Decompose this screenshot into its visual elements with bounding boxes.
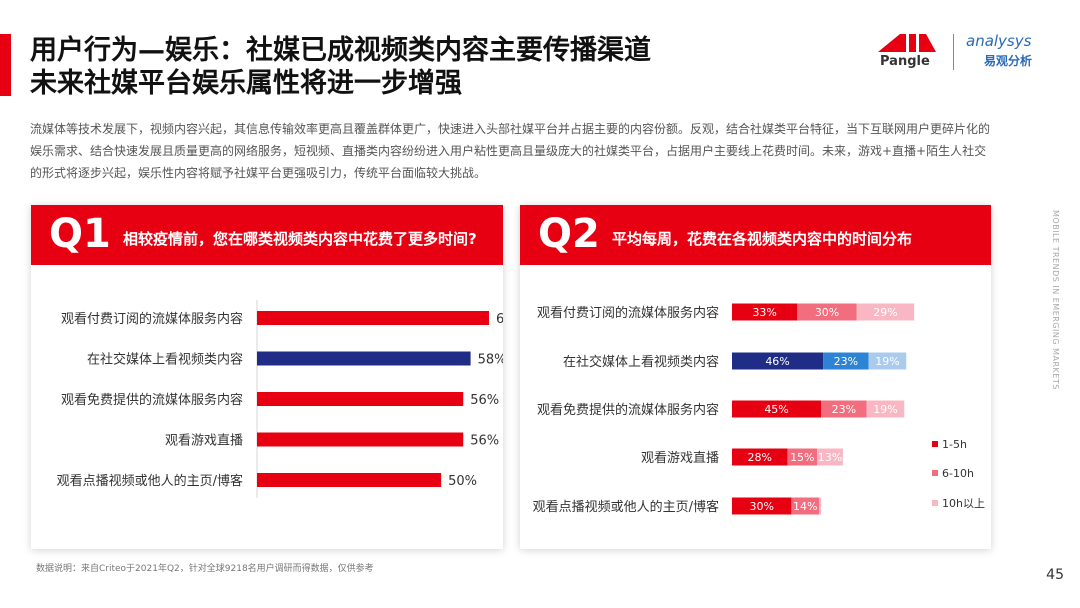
- q2-legend-label: 6-10h: [942, 467, 974, 480]
- q2-legend-swatch: [932, 470, 938, 476]
- q2-bar-segment: [787, 448, 818, 466]
- q2-legend-swatch: [932, 500, 938, 506]
- page-number: 45: [1046, 567, 1064, 583]
- q1-category-label: 观看点播视频或他人的主页/博客: [57, 473, 243, 489]
- q2-header: Q2 平均每周，花费在各视频类内容中的时间分布: [520, 205, 991, 265]
- q1-panel: Q1 相较疫情前，您在哪类视频类内容中花费了更多时间? 观看付费订阅的流媒体服务…: [31, 205, 503, 549]
- logo-area: Pangle analysys 易观分析: [874, 30, 1064, 74]
- q2-segment-label: 19%: [875, 355, 899, 368]
- pangle-logo-text: Pangle: [880, 54, 930, 69]
- q2-segment-label: 23%: [832, 403, 856, 416]
- q2-question: 平均每周，花费在各视频类内容中的时间分布: [612, 230, 913, 248]
- q1-value-label: 50%: [448, 474, 477, 489]
- q1-bar: [257, 351, 471, 366]
- q2-category-label: 观看游戏直播: [641, 450, 719, 466]
- q2-segment-label: 30%: [749, 500, 773, 513]
- analysys-logo: analysys 易观分析: [966, 32, 1064, 72]
- q2-legend-label: 1-5h: [942, 438, 967, 451]
- q1-value-label: 63%: [496, 312, 503, 327]
- q1-category-label: 观看游戏直播: [165, 433, 243, 449]
- q1-bar: [257, 311, 489, 325]
- q2-category-label: 观看付费订阅的流媒体服务内容: [537, 305, 719, 321]
- q1-value-label: 58%: [478, 353, 503, 368]
- title-line-1: 用户行为—娱乐：社媒已成视频类内容主要传播渠道: [30, 35, 651, 66]
- q2-segment-label: 28%: [747, 451, 771, 464]
- q2-bar-segment: [791, 497, 820, 515]
- q2-segment-label: 1%: [819, 500, 836, 513]
- q1-bar: [257, 473, 442, 487]
- q2-bar-segment: [732, 352, 824, 370]
- q2-stacked-bar-chart: 观看付费订阅的流媒体服务内容 33% 30% 29% 在社交媒体上看视频类内容 46% 23…: [533, 303, 985, 515]
- q1-value-label: 56%: [470, 393, 499, 408]
- q2-segment-label: 45%: [764, 403, 788, 416]
- q2-bar-segment: [732, 303, 798, 321]
- pangle-logo: Pangle: [874, 30, 940, 74]
- q1-bar-chart: 观看付费订阅的流媒体服务内容 63% 在社交媒体上看视频类内容 58% 观看免费提供的流…: [57, 300, 503, 498]
- q2-segment-label: 13%: [818, 451, 842, 464]
- analysys-logo-text: analysys: [966, 32, 1032, 50]
- q2-segment-label: 30%: [815, 306, 839, 319]
- q2-bar-segment: [821, 400, 867, 418]
- q2-segment-label: 33%: [752, 306, 776, 319]
- q1-bar: [257, 432, 464, 447]
- q2-segment-label: 23%: [834, 355, 858, 368]
- q1-header: Q1 相较疫情前，您在哪类视频类内容中花费了更多时间?: [31, 205, 503, 265]
- data-footnote: 数据说明：来自Criteo于2021年Q2，针对全球9218名用户调研而得数据，…: [36, 564, 374, 574]
- q1-question: 相较疫情前，您在哪类视频类内容中花费了更多时间?: [123, 230, 477, 248]
- q1-category-label: 观看免费提供的流媒体服务内容: [61, 392, 243, 408]
- q2-bar-segment: [797, 303, 857, 321]
- page-title: 用户行为—娱乐：社媒已成视频类内容主要传播渠道 未来社媒平台娱乐属性将进一步增强: [30, 34, 651, 100]
- q2-segment-label: 29%: [873, 306, 897, 319]
- pangle-mark-icon: [878, 34, 936, 52]
- q2-bar-segment: [732, 448, 788, 466]
- q2-legend-label: 10h以上: [942, 497, 985, 510]
- intro-paragraph: 流媒体等技术发展下，视频内容兴起，其信息传输效率更高且覆盖群体更广，快速进入头部…: [30, 122, 991, 180]
- analysys-logo-cn: 易观分析: [984, 54, 1033, 68]
- title-line-2: 未来社媒平台娱乐属性将进一步增强: [30, 68, 462, 99]
- q2-bar-segment: [856, 303, 915, 321]
- q2-panel: Q2 平均每周，花费在各视频类内容中的时间分布 观看付费订阅的流媒体服务内容 33…: [520, 205, 991, 549]
- q2-bar-segment: [868, 352, 907, 370]
- q2-segment-label: 46%: [765, 355, 789, 368]
- q2-category-label: 观看点播视频或他人的主页/博客: [533, 499, 719, 515]
- q2-segment-label: 19%: [873, 403, 897, 416]
- q2-bar-segment: [732, 400, 822, 418]
- q2-category-label: 观看免费提供的流媒体服务内容: [537, 402, 719, 418]
- q1-bar: [257, 392, 464, 406]
- q2-bar-segment: [866, 400, 905, 418]
- q2-segment-label: 14%: [793, 500, 817, 513]
- q2-number: Q2: [538, 211, 600, 257]
- q2-legend-swatch: [932, 441, 938, 447]
- q2-bar-segment: [819, 497, 822, 515]
- q2-category-label: 在社交媒体上看视频类内容: [563, 354, 719, 370]
- q1-category-label: 观看付费订阅的流媒体服务内容: [61, 311, 243, 327]
- q1-value-label: 56%: [470, 434, 499, 449]
- q1-number: Q1: [49, 211, 111, 257]
- q1-category-label: 在社交媒体上看视频类内容: [87, 352, 243, 368]
- q2-bar-segment: [732, 497, 792, 515]
- logo-divider: [953, 34, 954, 70]
- sidebar-vertical-text: MOBILE TRENDS IN EMERGING MARKETS: [1051, 210, 1060, 390]
- title-accent-bar: [0, 34, 11, 96]
- q2-bar-segment: [817, 448, 843, 466]
- q2-segment-label: 15%: [790, 451, 814, 464]
- q2-bar-segment: [823, 352, 869, 370]
